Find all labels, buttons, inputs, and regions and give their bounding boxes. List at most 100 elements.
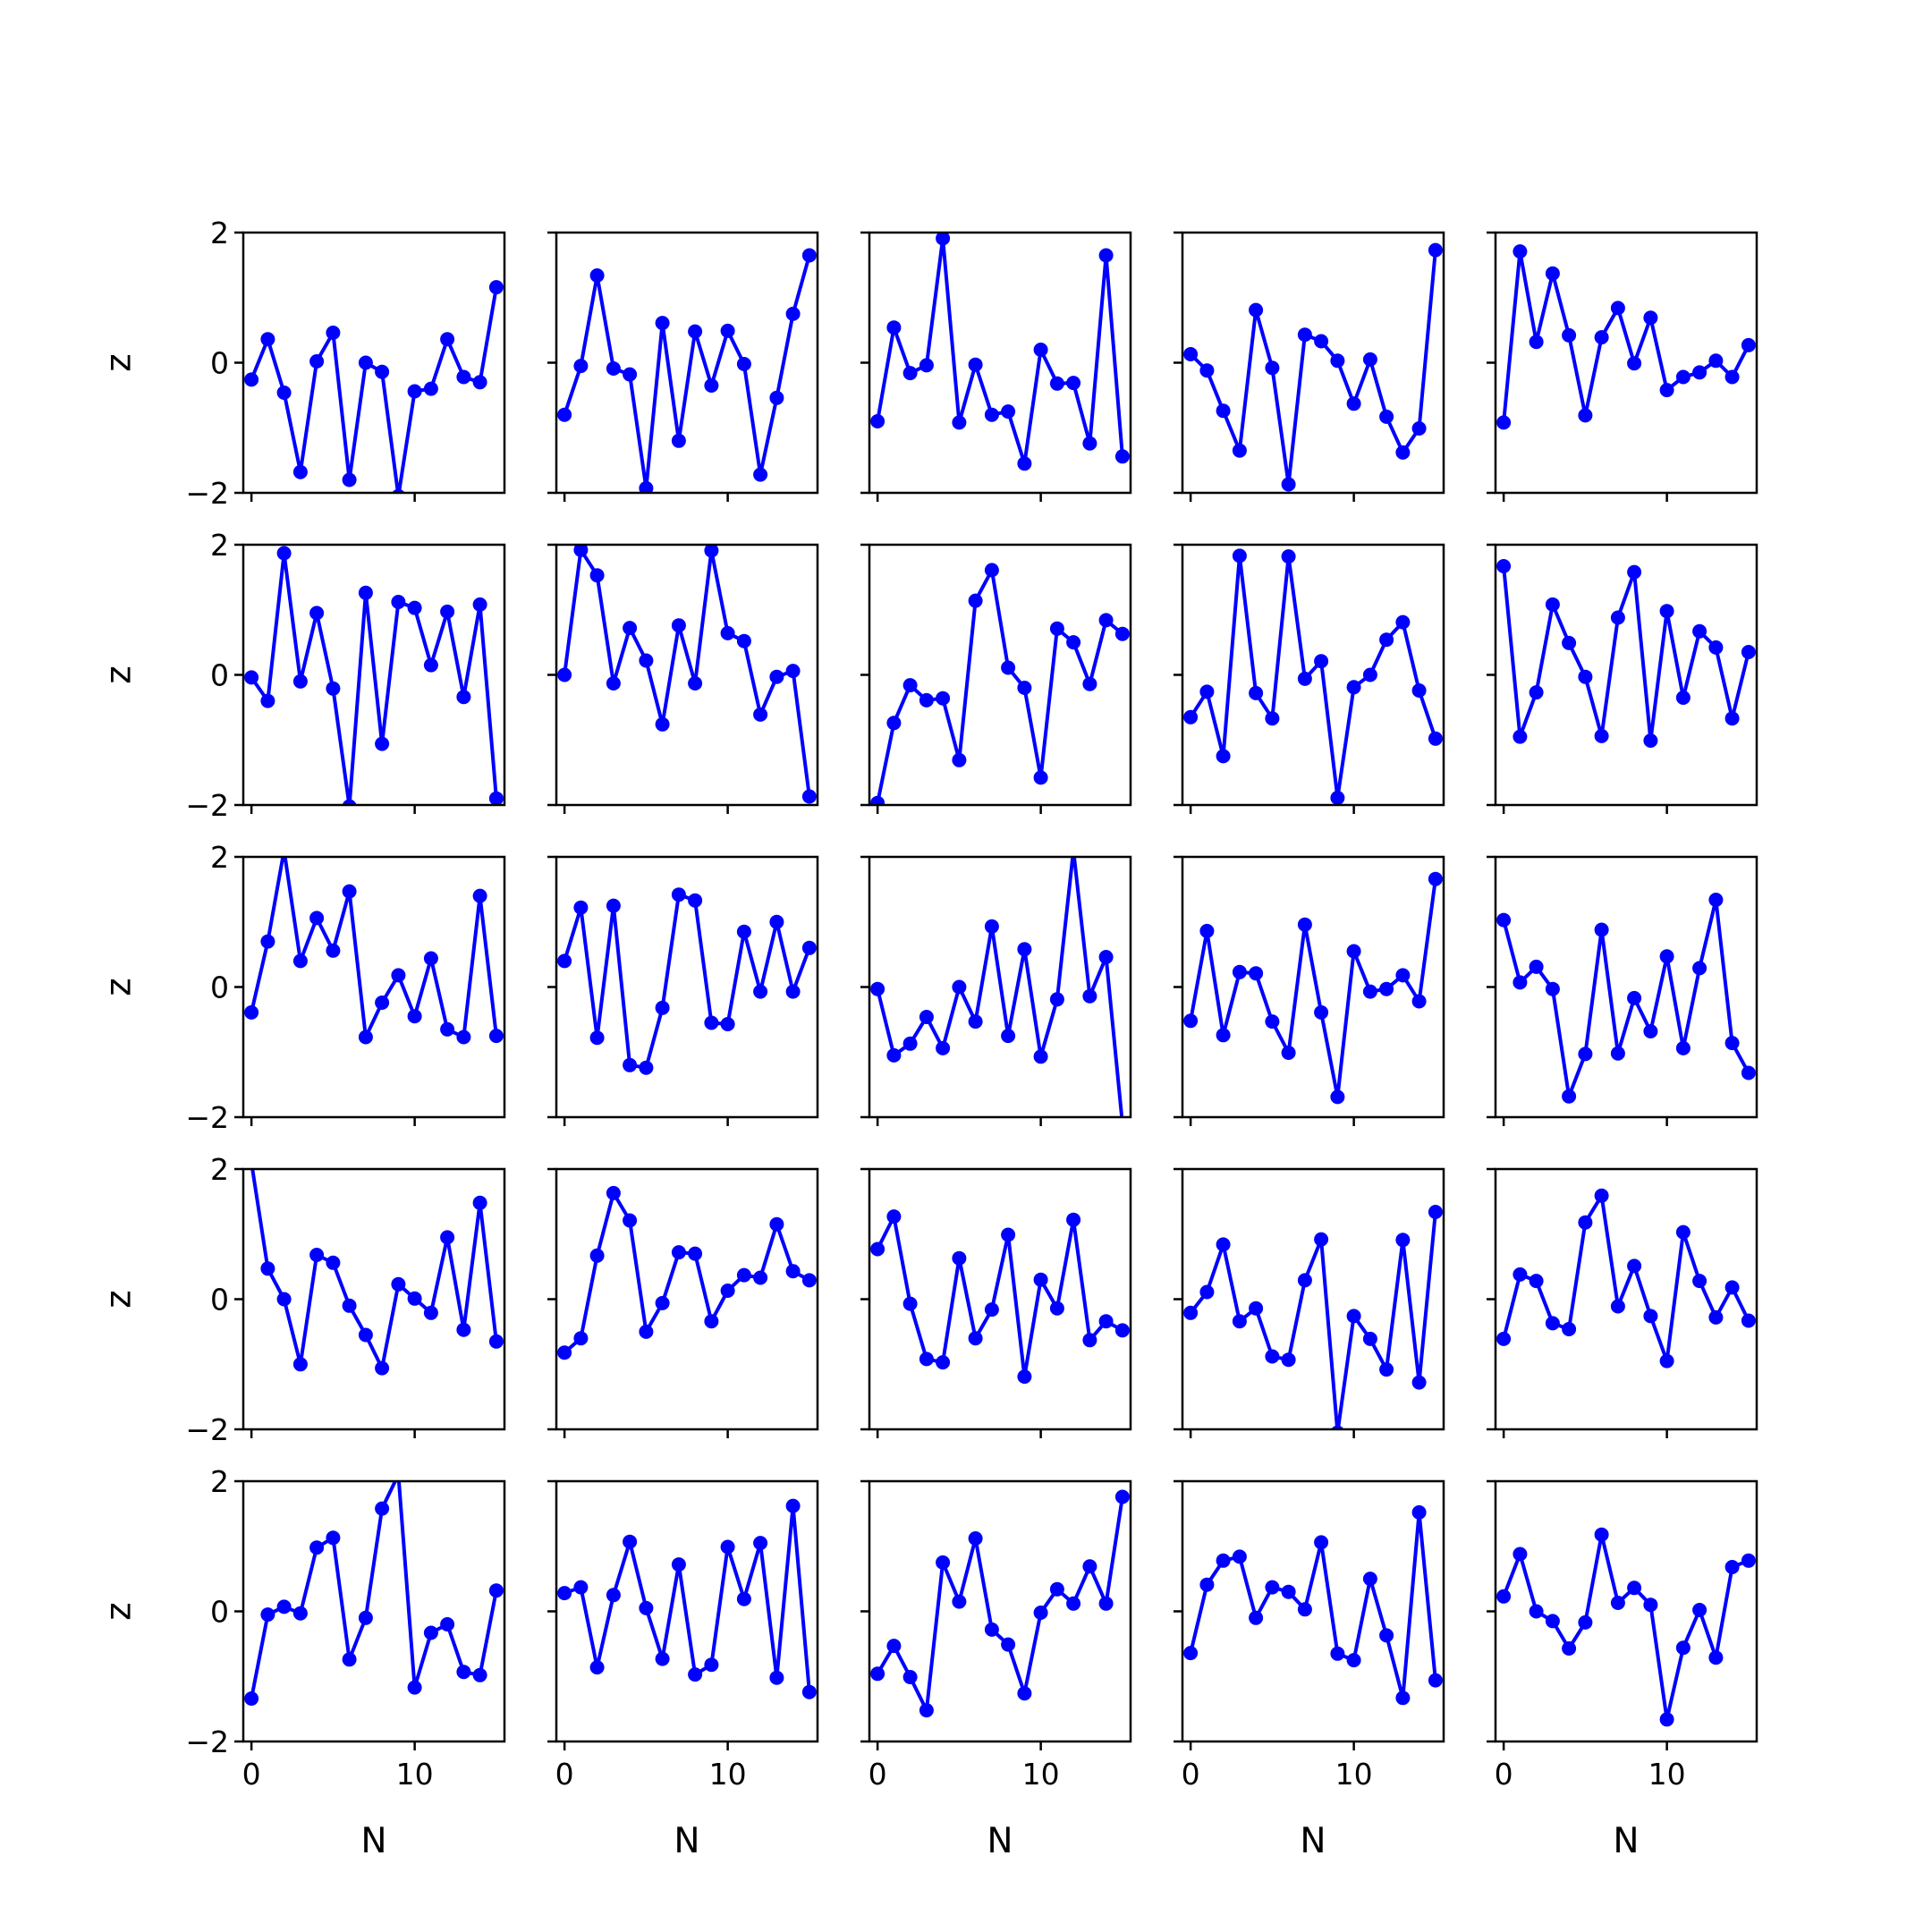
data-point	[919, 1703, 934, 1718]
data-point	[276, 546, 292, 561]
data-point	[1297, 671, 1312, 686]
data-point	[589, 568, 605, 583]
data-point	[1594, 922, 1609, 937]
data-point	[801, 248, 817, 263]
series-line	[1502, 565, 1750, 742]
data-point	[984, 563, 999, 578]
subplot-r3-c5	[1487, 855, 1758, 1126]
data-point	[1346, 680, 1361, 695]
data-point	[1395, 614, 1411, 630]
subplot-r3-c3	[860, 855, 1132, 1126]
data-point	[260, 934, 275, 949]
y-tick-label: −2	[185, 476, 229, 511]
data-point	[1724, 369, 1740, 385]
data-point	[326, 1255, 341, 1270]
data-point	[1297, 1602, 1312, 1617]
data-point	[1314, 334, 1329, 349]
data-point	[358, 1327, 373, 1343]
series-group	[870, 233, 1130, 471]
data-point	[1216, 1237, 1231, 1252]
data-point	[1114, 626, 1130, 641]
data-point	[375, 364, 390, 379]
data-point	[1017, 1686, 1032, 1701]
data-point	[326, 326, 341, 340]
x-tick-label: 0	[1495, 1757, 1513, 1792]
data-point	[292, 953, 308, 969]
data-point	[1675, 369, 1690, 385]
data-point	[1545, 1316, 1560, 1331]
data-point	[1249, 1301, 1264, 1316]
data-point	[688, 893, 703, 908]
series-line	[564, 1504, 811, 1692]
data-point	[244, 1004, 259, 1020]
data-point	[1529, 685, 1544, 700]
data-point	[1232, 1314, 1247, 1329]
data-point	[1199, 684, 1215, 699]
data-point	[968, 1014, 983, 1030]
subplot-r1-c3	[860, 231, 1132, 502]
data-point	[870, 414, 886, 428]
data-point	[1496, 1589, 1512, 1604]
data-point	[736, 633, 751, 648]
data-point	[1545, 597, 1560, 612]
data-point	[1183, 1013, 1199, 1029]
data-point	[1265, 1580, 1280, 1595]
data-point	[606, 898, 621, 913]
data-point	[1741, 337, 1756, 352]
data-point	[1249, 302, 1264, 318]
data-point	[1049, 376, 1064, 391]
data-point	[1643, 310, 1658, 326]
data-point	[292, 1357, 308, 1372]
data-point	[375, 996, 390, 1010]
data-point	[1610, 1046, 1625, 1061]
data-point	[1411, 1375, 1427, 1390]
data-point	[1724, 711, 1740, 726]
data-point	[801, 1273, 817, 1288]
data-point	[1281, 549, 1296, 564]
data-point	[472, 375, 487, 390]
data-point	[1049, 621, 1064, 636]
data-point	[1708, 1650, 1724, 1665]
data-point	[244, 372, 259, 387]
data-point	[260, 693, 275, 708]
x-tick-label: 0	[242, 1757, 261, 1792]
series-group	[1496, 1188, 1756, 1368]
data-point	[785, 306, 801, 321]
data-point	[720, 1284, 735, 1298]
series-line	[563, 893, 811, 1070]
data-point	[936, 1555, 951, 1570]
data-point	[1199, 1577, 1215, 1592]
data-point	[1362, 352, 1377, 367]
data-point	[1362, 667, 1377, 682]
data-point	[952, 979, 967, 995]
data-point	[1183, 709, 1199, 724]
y-tick-label: 2	[210, 1464, 229, 1499]
data-point	[1708, 1309, 1724, 1325]
data-point	[769, 1670, 784, 1685]
subplot-r5-c4: 0 10	[1174, 1479, 1445, 1792]
series-line	[1502, 1193, 1750, 1363]
data-point	[1330, 1089, 1345, 1105]
data-point	[785, 984, 801, 999]
data-point	[1428, 242, 1443, 258]
data-point	[623, 1057, 638, 1072]
data-point	[292, 464, 308, 479]
data-point	[1314, 1004, 1329, 1020]
data-point	[1594, 1527, 1609, 1542]
series-group	[244, 280, 504, 493]
data-point	[753, 1270, 768, 1285]
data-point	[1741, 1553, 1756, 1568]
series-line	[876, 236, 1124, 466]
data-point	[1513, 244, 1528, 259]
data-point	[1049, 992, 1064, 1007]
series-group	[244, 857, 504, 1045]
data-point	[342, 799, 357, 805]
subplot-r5-c2: 0 10	[547, 1479, 819, 1792]
data-point	[375, 736, 390, 751]
data-point	[1082, 436, 1097, 451]
data-point	[1232, 964, 1247, 979]
data-point	[1562, 1322, 1577, 1336]
subplot-r4-c2	[547, 1167, 819, 1438]
series-line	[876, 857, 1124, 1117]
